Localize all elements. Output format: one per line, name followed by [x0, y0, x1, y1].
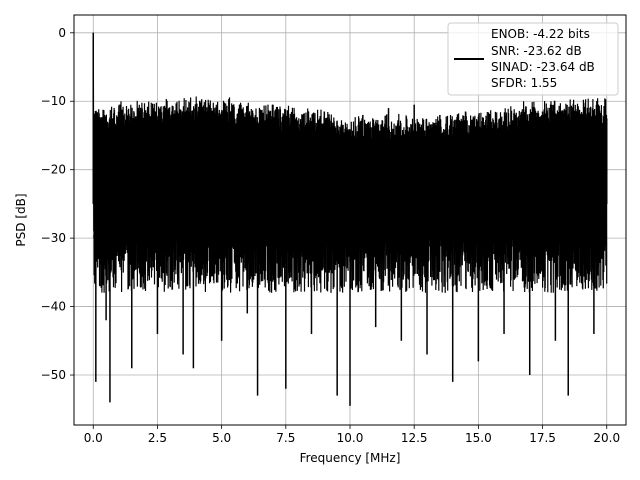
psd-trace: [92, 32, 608, 293]
y-tick-label: −40: [41, 300, 66, 314]
y-tick-label: −20: [41, 163, 66, 177]
x-tick-label: 2.5: [148, 431, 167, 445]
x-tick-label: 7.5: [276, 431, 295, 445]
y-axis-label: PSD [dB]: [14, 193, 28, 246]
x-tick-label: 12.5: [401, 431, 428, 445]
y-tick-label: −10: [41, 94, 66, 108]
legend-sfdr: SFDR: 1.55: [491, 76, 557, 90]
x-axis-label: Frequency [MHz]: [300, 451, 401, 465]
x-axis-ticks: 0.0 2.5 5.0 7.5 10.0 12.5 15.0 17.5 20.0: [84, 425, 620, 445]
y-tick-label: −50: [41, 368, 66, 382]
data-series: [92, 32, 608, 406]
legend: ENOB: -4.22 bits SNR: -23.62 dB SINAD: -…: [447, 22, 619, 96]
x-tick-label: 15.0: [465, 431, 492, 445]
x-tick-label: 5.0: [212, 431, 231, 445]
y-tick-label: 0: [58, 26, 66, 40]
y-tick-label: −30: [41, 231, 66, 245]
x-tick-label: 0.0: [84, 431, 103, 445]
x-tick-label: 17.5: [529, 431, 556, 445]
x-tick-label: 10.0: [337, 431, 364, 445]
legend-snr: SNR: -23.62 dB: [491, 44, 582, 58]
y-axis-ticks: 0 −10 −20 −30 −40 −50: [41, 26, 74, 382]
x-tick-label: 20.0: [593, 431, 620, 445]
legend-enob: ENOB: -4.22 bits: [491, 27, 590, 41]
legend-box: [447, 22, 619, 96]
legend-sinad: SINAD: -23.64 dB: [491, 60, 595, 74]
